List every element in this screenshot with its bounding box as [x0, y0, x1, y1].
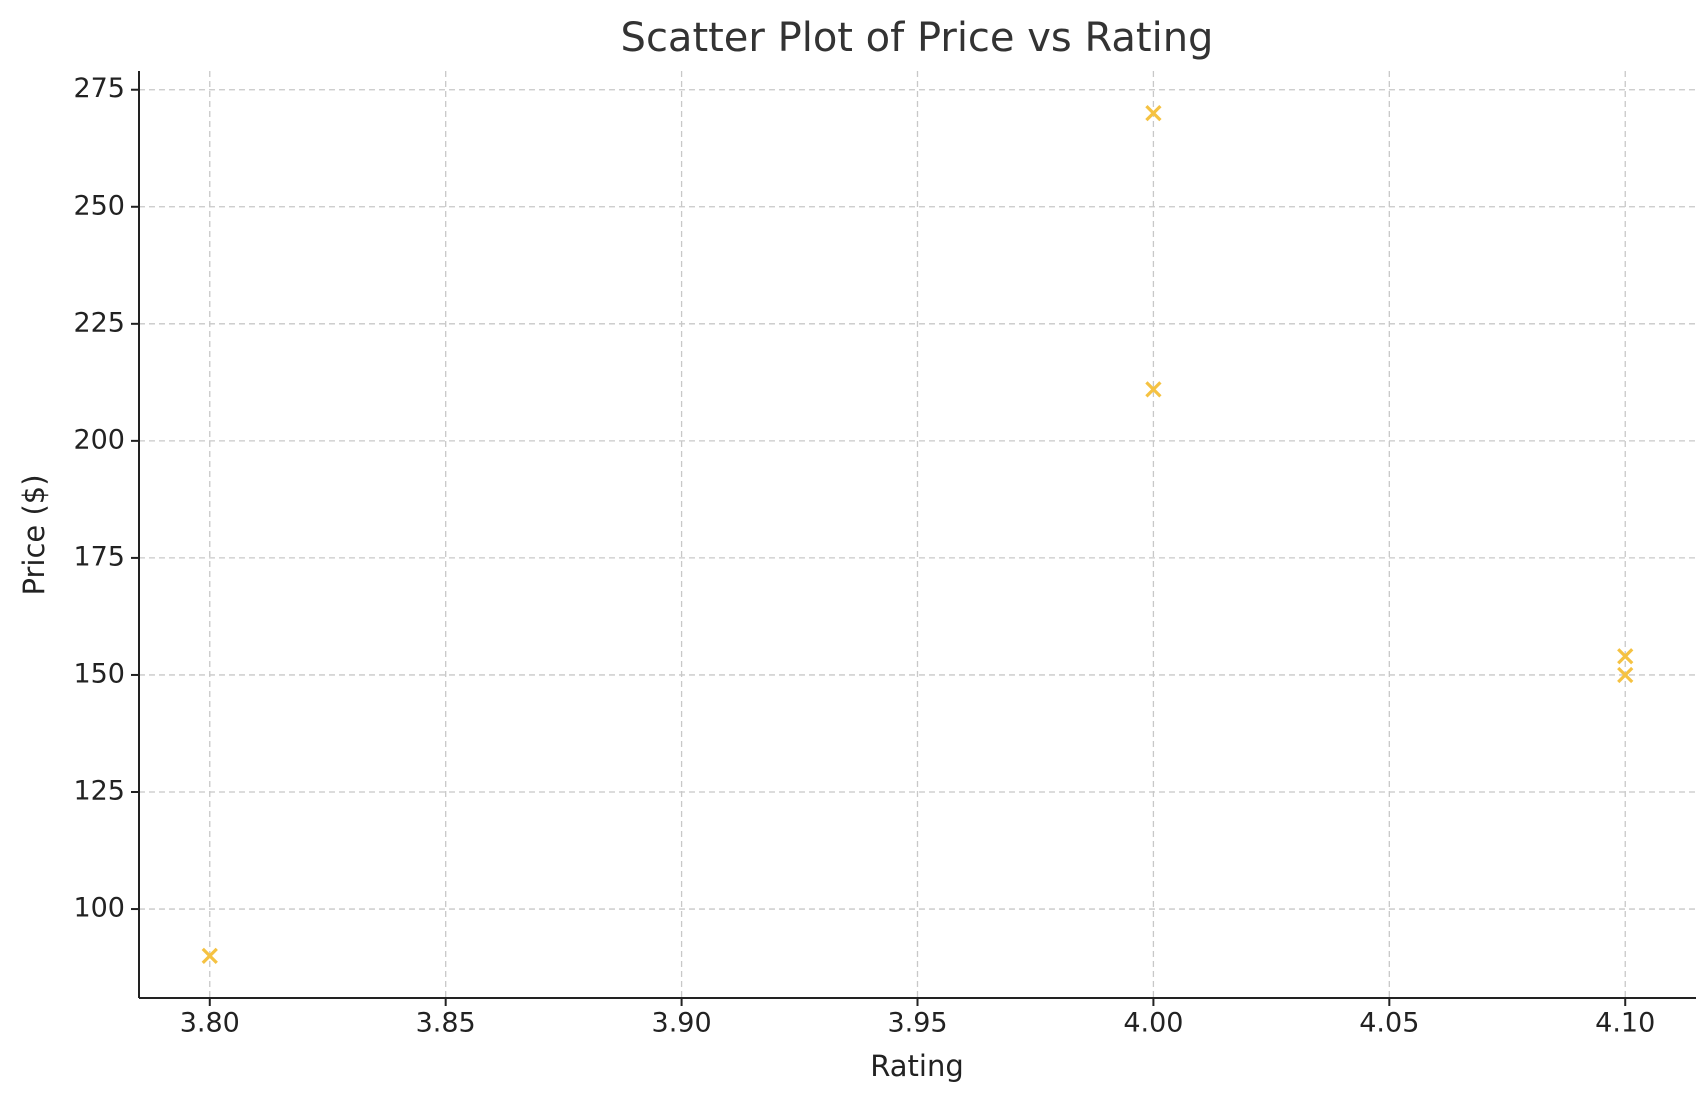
y-tick-label: 225: [73, 307, 125, 338]
x-tick-label: 3.90: [652, 1008, 712, 1039]
point: [1617, 666, 1634, 684]
y-tick-label: 275: [73, 73, 125, 104]
point: [201, 947, 218, 964]
y-tick-label: 175: [73, 541, 125, 572]
x-axis-label: Rating: [870, 1049, 964, 1083]
chart-title: Scatter Plot of Price vs Rating: [621, 15, 1214, 61]
x-tick-label: 4.00: [1123, 1008, 1183, 1039]
x-tick-label: 4.05: [1359, 1008, 1419, 1039]
x-tick-label: 3.95: [887, 1008, 947, 1039]
y-tick-label: 100: [73, 893, 125, 924]
y-tick-label: 150: [73, 658, 125, 689]
point: [1145, 381, 1162, 398]
point: [1617, 648, 1634, 665]
x-tick-label: 4.10: [1595, 1008, 1655, 1039]
y-tick-label: 250: [73, 190, 125, 221]
point: [1145, 105, 1162, 122]
x-tick-label: 3.85: [416, 1008, 476, 1039]
x-tick-label: 3.80: [180, 1008, 240, 1039]
y-axis-label: Price ($): [17, 474, 51, 595]
y-tick-label: 125: [73, 776, 125, 807]
y-tick-label: 200: [73, 424, 125, 455]
